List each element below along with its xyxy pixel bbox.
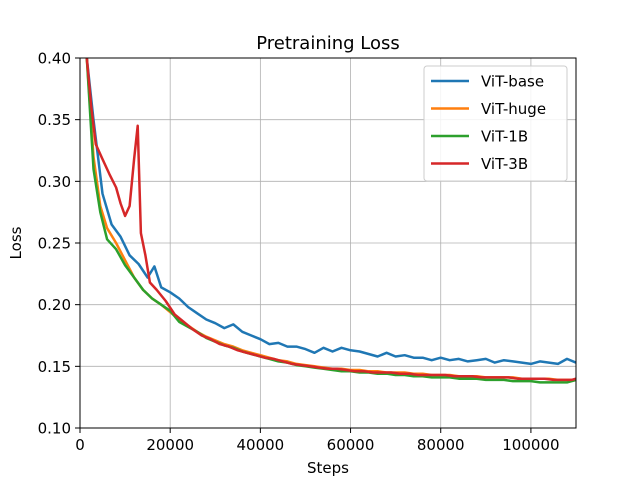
x-tick-label: 40000	[237, 436, 285, 454]
x-axis-title: Steps	[307, 459, 349, 477]
x-tick-label: 80000	[417, 436, 465, 454]
y-tick-label: 0.30	[38, 173, 71, 191]
x-tick-label: 20000	[146, 436, 194, 454]
legend-box	[423, 65, 568, 182]
x-tick-label: 100000	[502, 436, 559, 454]
y-axis-title: Loss	[7, 226, 25, 259]
series-line-vit-base	[85, 58, 576, 366]
y-tick-label: 0.25	[38, 235, 71, 253]
y-tick-label: 0.20	[38, 296, 71, 314]
legend-label-vit-base: ViT-base	[481, 73, 544, 91]
series-line-vit-3b	[85, 58, 576, 382]
x-tick-label: 60000	[327, 436, 375, 454]
x-tick-label: 0	[75, 436, 85, 454]
axis-ticks: 0 20000 40000 60000 80000 100000 0.10 0.15 0.20 0…	[38, 50, 560, 455]
y-tick-label: 0.35	[38, 111, 71, 129]
series-layer	[85, 58, 576, 384]
legend-label-vit-huge: ViT-huge	[481, 100, 546, 118]
legend-label-vit-3b: ViT-3B	[481, 155, 528, 173]
chart-title: Pretraining Loss	[256, 33, 400, 54]
y-tick-label: 0.15	[38, 358, 71, 376]
legend: ViT-base ViT-huge ViT-1B ViT-3B	[423, 65, 568, 182]
y-tick-label: 0.40	[38, 50, 71, 68]
y-tick-label: 0.10	[38, 420, 71, 438]
legend-label-vit-1b: ViT-1B	[481, 128, 528, 146]
